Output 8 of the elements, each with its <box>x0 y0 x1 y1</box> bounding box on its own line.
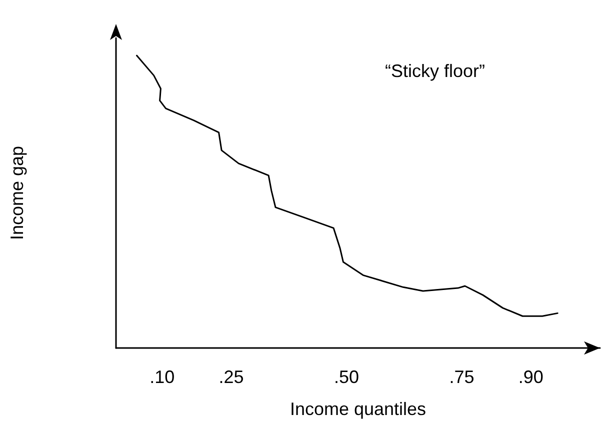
x-tick-label: .75 <box>449 367 474 387</box>
annotation: “Sticky floor” <box>385 61 486 81</box>
y-axis-title: Income gap <box>7 146 27 240</box>
x-tick-label: .90 <box>518 367 544 387</box>
x-axis-title: Income quantiles <box>290 399 426 419</box>
x-tick-label: .50 <box>334 367 359 387</box>
x-tick-label: .25 <box>218 367 244 387</box>
x-tick-label: .10 <box>150 367 175 387</box>
